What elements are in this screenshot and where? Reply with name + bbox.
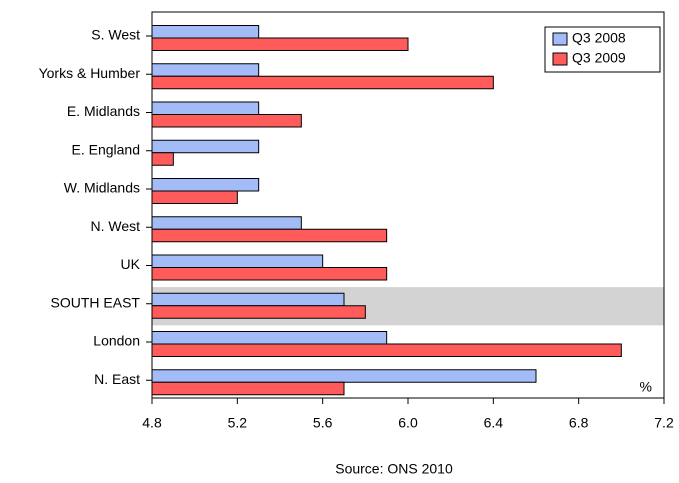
bar bbox=[151, 101, 260, 115]
x-tick-label: 5.6 bbox=[313, 415, 333, 431]
x-tick-label: 6.0 bbox=[398, 415, 418, 431]
bar bbox=[151, 75, 494, 90]
bar bbox=[151, 381, 345, 396]
legend-swatch bbox=[552, 52, 568, 66]
bar bbox=[151, 152, 174, 166]
y-tick-label: London bbox=[93, 333, 140, 349]
bar bbox=[151, 216, 302, 230]
bar bbox=[151, 228, 388, 243]
bar bbox=[151, 178, 260, 192]
y-tick-label: Yorks & Humber bbox=[39, 65, 141, 81]
y-tick-label: E. Midlands bbox=[67, 103, 140, 119]
x-tick-label: 6.4 bbox=[484, 415, 504, 431]
bar bbox=[151, 267, 388, 281]
x-tick-label: 7.2 bbox=[654, 415, 674, 431]
x-tick-label: 4.8 bbox=[142, 415, 162, 431]
bar bbox=[151, 63, 260, 77]
bar bbox=[151, 139, 260, 154]
bar bbox=[151, 25, 260, 39]
x-tick-label: 5.2 bbox=[228, 415, 248, 431]
unit-label: % bbox=[640, 379, 652, 395]
bar bbox=[151, 254, 324, 268]
y-tick-label: SOUTH EAST bbox=[51, 294, 141, 310]
bar bbox=[151, 331, 388, 345]
y-tick-label: N. East bbox=[94, 371, 140, 387]
y-tick-label: S. West bbox=[91, 27, 140, 43]
y-tick-label: UK bbox=[121, 256, 141, 272]
bar bbox=[151, 369, 537, 383]
bar bbox=[151, 37, 409, 51]
legend-swatch bbox=[552, 32, 568, 46]
y-tick-label: N. West bbox=[90, 218, 140, 234]
bar bbox=[151, 190, 238, 204]
bar bbox=[151, 305, 366, 319]
bar bbox=[151, 343, 622, 357]
bar bbox=[151, 292, 345, 307]
bar bbox=[151, 114, 302, 128]
y-tick-label: E. England bbox=[72, 141, 141, 157]
legend-label: Q3 2009 bbox=[572, 50, 626, 66]
y-tick-label: W. Midlands bbox=[64, 180, 140, 196]
legend-label: Q3 2008 bbox=[572, 30, 626, 46]
source: Source: ONS 2010 bbox=[335, 461, 453, 477]
x-tick-label: 6.8 bbox=[569, 415, 589, 431]
